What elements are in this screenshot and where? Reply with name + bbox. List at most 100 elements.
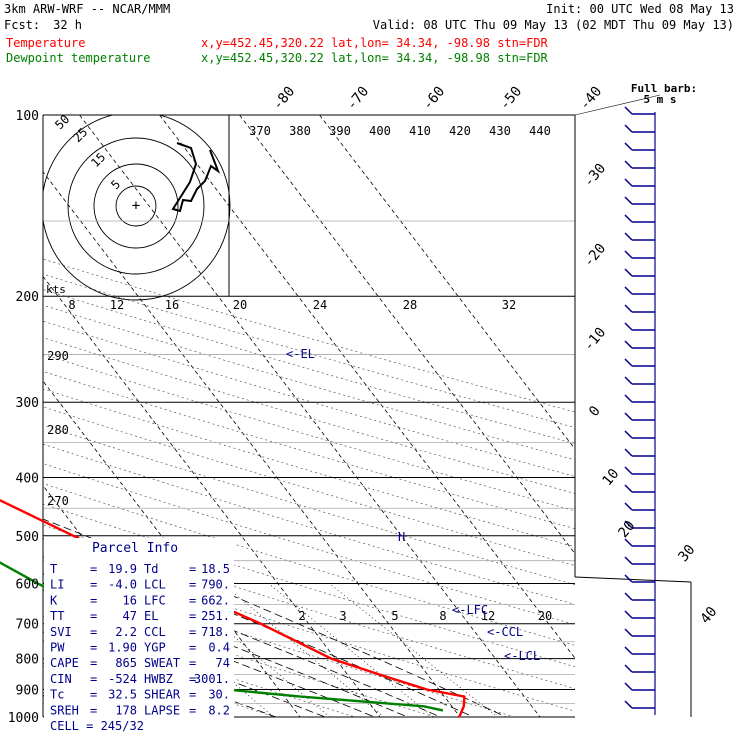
theta-label: 270 [47, 494, 69, 508]
wind-barb-flag [624, 556, 633, 565]
isotherm-line [43, 275, 381, 717]
parcel-row-eq: = [90, 656, 97, 670]
dry-adiabat-line [43, 568, 517, 717]
pressure-tick-label: 700 [16, 618, 39, 633]
dry-adiabat-line [43, 463, 575, 625]
wind-barb-flag [624, 160, 633, 169]
hodograph-ring [43, 115, 231, 301]
isotherm-line [239, 115, 575, 555]
isotherm-label: -60 [420, 84, 449, 114]
parcel-row-eq2: = [189, 609, 196, 623]
isotherm-line [159, 115, 575, 659]
hodograph-ring [93, 163, 179, 249]
theta-e-label: 380 [289, 124, 311, 138]
fcst-value: 32 h [53, 18, 82, 32]
wind-barb-flag [624, 412, 633, 421]
pressure-tick-label: 500 [16, 530, 39, 545]
hodograph-ring-label: 15 [88, 150, 108, 170]
parcel-info-bg [44, 538, 234, 718]
theta-e-label: 400 [369, 124, 391, 138]
parcel-row-label2: LFC [144, 593, 166, 607]
theta-label: 280 [47, 423, 69, 437]
parcel-row-eq2: = [189, 562, 196, 576]
parcel-row-value: -4.0 [108, 578, 137, 592]
theta-e-label: 410 [409, 124, 431, 138]
parcel-row-label: K [50, 593, 58, 607]
parcel-row-eq: = [90, 578, 97, 592]
wind-barb-flag [624, 664, 633, 673]
parcel-row-eq: = [90, 625, 97, 639]
top-isotherm-ext [574, 94, 661, 116]
parcel-row-eq2: = [189, 578, 196, 592]
theta-e-label: 430 [489, 124, 511, 138]
wind-barb-flag [624, 646, 633, 655]
pressure-tick-label: 100 [16, 109, 39, 124]
parcel-row-label2: EL [144, 609, 158, 623]
wind-barb-flag [624, 178, 633, 187]
parcel-row-value2: 30. [208, 688, 230, 702]
wind-speed-label: 24 [313, 298, 327, 312]
wind-barb-flag [624, 484, 633, 493]
lfc-marker: <-LFC [452, 603, 488, 617]
parcel-row-label2: YGP [144, 641, 166, 655]
parcel-row-label2: LAPSE [144, 703, 180, 717]
mixing-ratio-label: 3 [339, 609, 346, 623]
parcel-row-label: CAPE [50, 656, 79, 670]
parcel-row-label: SVI [50, 625, 72, 639]
fcst-label: Fcst: [4, 18, 40, 32]
hodograph-ring-label: 25 [70, 125, 90, 145]
isotherm-line [319, 115, 575, 450]
el-marker: <-EL [286, 347, 315, 361]
pressure-tick-label: 800 [16, 653, 39, 668]
wind-barb-flag [624, 358, 633, 367]
isotherm-line [43, 171, 461, 717]
parcel-row-eq2: = [189, 656, 196, 670]
wind-barb-flag [624, 340, 633, 349]
wind-barb-flag [624, 700, 633, 709]
parcel-row-eq: = [90, 688, 97, 702]
wind-barb-flag [624, 574, 633, 583]
parcel-row-label2: Td [144, 562, 158, 576]
pressure-tick-label: 900 [16, 683, 39, 698]
header-block: 3km ARW-WRF -- NCAR/MMM Init: 00 UTC Wed… [4, 2, 734, 65]
parcel-row-label: LI [50, 578, 64, 592]
parcel-info-panel: Parcel Info T = 19.9 Td = 18.5 LI = -4.0 LCL = 790. K… [44, 538, 234, 733]
wind-barb-flag [624, 124, 633, 133]
ccl-marker: <-CCL [487, 625, 523, 639]
hodograph-ring [115, 185, 157, 227]
wind-barb-flag [624, 376, 633, 385]
init-time: Init: 00 UTC Wed 08 May 13 [546, 2, 734, 16]
dry-adiabat-line [43, 591, 437, 717]
wind-barb-flag [624, 628, 633, 637]
parcel-row-eq: = [90, 703, 97, 717]
isotherm-label: 30 [675, 542, 698, 565]
wind-speed-label: 28 [403, 298, 417, 312]
mixing-ratio-line [268, 583, 434, 717]
pressure-tick-label: 400 [16, 471, 39, 486]
parcel-row-eq: = [90, 641, 97, 655]
wind-barb-column [624, 106, 656, 715]
parcel-row-eq2: = [189, 703, 196, 717]
wind-barb-flag [624, 430, 633, 439]
hodograph-center-marker: + [132, 198, 140, 214]
parcel-row-value: 1.90 [108, 641, 137, 655]
hodograph-trace [171, 142, 221, 213]
parcel-row-value: 865 [115, 656, 137, 670]
mixing-ratio-label: 20 [538, 609, 552, 623]
parcel-row-value2: 0.4 [208, 641, 230, 655]
wind-barb-flag [624, 466, 633, 475]
isotherm-label: 0 [586, 403, 604, 420]
parcel-row-label: TT [50, 609, 64, 623]
pressure-tick-label: 200 [16, 290, 39, 305]
parcel-row-eq2: = [189, 641, 196, 655]
freezing-marker: H [398, 530, 405, 544]
temperature-location: x,y=452.45,320.22 lat,lon= 34.34, -98.98… [201, 36, 549, 50]
parcel-row-label2: SHEAR [144, 688, 181, 702]
parcel-row-value2: 790. [201, 578, 230, 592]
wind-barb-flag [624, 682, 633, 691]
plot-area: Parcel Info T = 19.9 Td = 18.5 LI = -4.0 LCL = 790. K… [0, 94, 692, 733]
isotherm-label: -30 [581, 161, 610, 191]
parcel-row-value2: 8.2 [208, 703, 230, 717]
parcel-row-value: 19.9 [108, 562, 137, 576]
parcel-row-label2: CCL [144, 625, 166, 639]
